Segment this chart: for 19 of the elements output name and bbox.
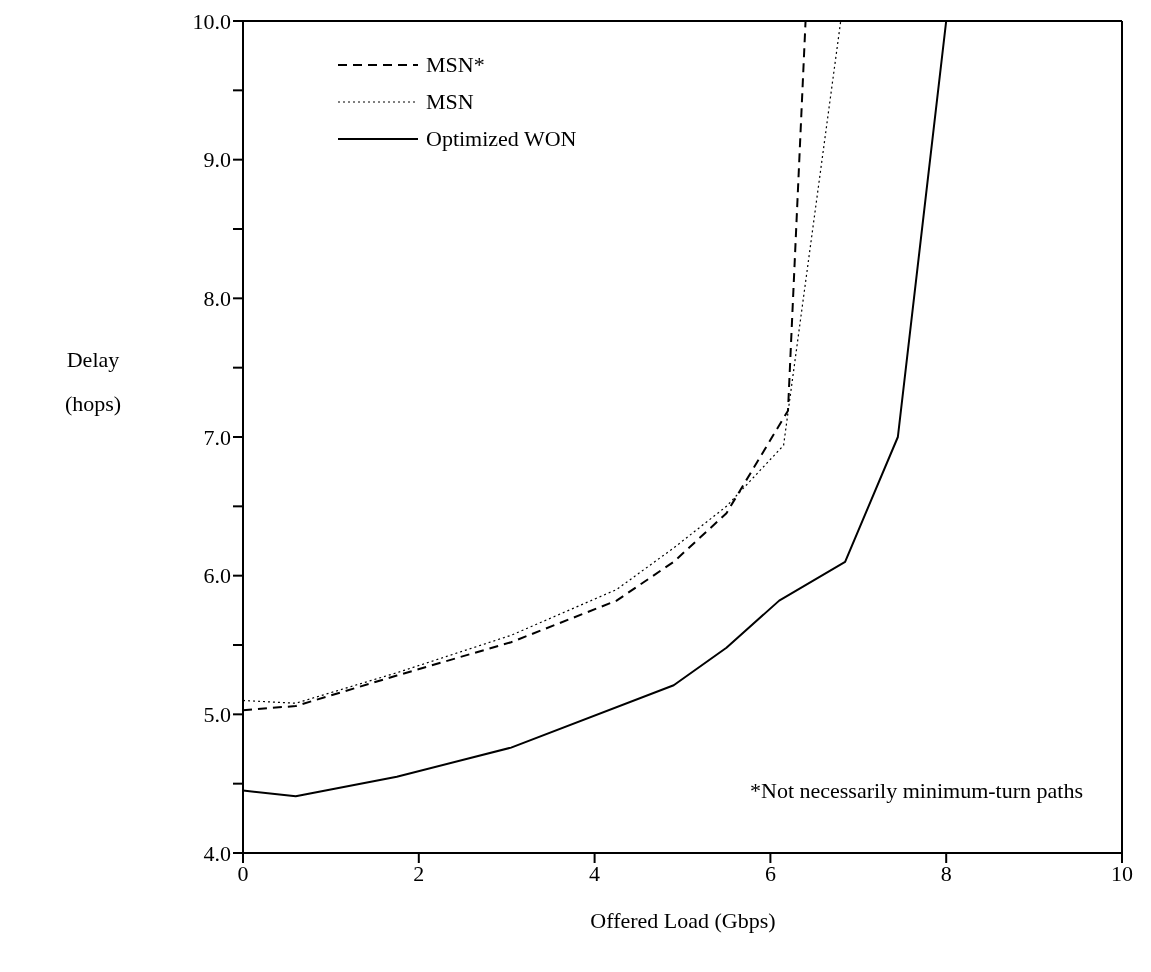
x-axis-title: Offered Load (Gbps) — [589, 908, 777, 934]
y-tick-label: 9.0 — [203, 147, 231, 173]
annotation: *Not necessarily minimum-turn paths — [750, 778, 1083, 804]
x-tick-label: 8 — [940, 860, 952, 886]
y-tick-label: 8.0 — [203, 286, 231, 312]
y-tick-label: 10.0 — [192, 8, 231, 34]
y-tick-label: 4.0 — [203, 840, 231, 866]
x-tick-label: 4 — [589, 860, 601, 886]
legend-label: Optimized WON — [426, 125, 577, 152]
y-tick-label: 7.0 — [203, 424, 231, 450]
legend-label: MSN* — [426, 51, 485, 78]
legend-label: MSN — [426, 88, 474, 115]
y-axis-title: Delay (hops) — [63, 346, 123, 418]
x-tick-label: 6 — [764, 860, 776, 886]
x-tick-label: 10 — [1111, 860, 1133, 886]
y-tick-label: 5.0 — [203, 702, 231, 728]
y-tick-label: 6.0 — [203, 563, 231, 589]
x-tick-label: 0 — [237, 860, 249, 886]
x-tick-label: 2 — [413, 860, 425, 886]
